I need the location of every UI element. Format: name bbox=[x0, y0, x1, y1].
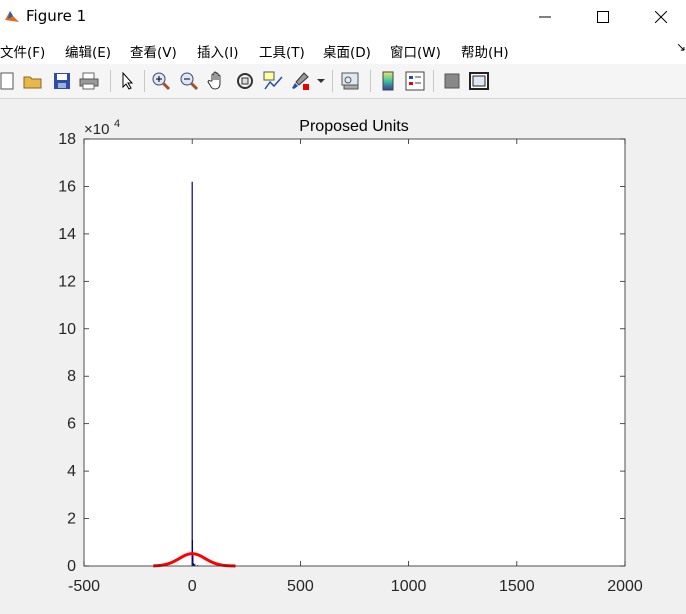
title-bar: Figure 1 bbox=[0, 0, 686, 34]
toolbar-separator bbox=[370, 70, 371, 92]
minimize-button[interactable] bbox=[522, 0, 568, 34]
y-exponent-base: ×10 bbox=[84, 121, 109, 138]
chart-title: Proposed Units bbox=[299, 118, 408, 135]
minimize-icon bbox=[539, 16, 551, 18]
matlab-logo-icon bbox=[5, 11, 19, 22]
close-icon bbox=[655, 11, 667, 23]
x-axis: -500 0 500 1000 1500 2000 bbox=[68, 139, 643, 595]
y-tick-label-0: 0 bbox=[67, 558, 76, 575]
figure-canvas: 0 2 4 6 8 10 12 14 16 18 -500 0 500 1000 1500 2000 ×10… bbox=[0, 99, 686, 614]
new-figure-icon[interactable] bbox=[0, 70, 18, 92]
show-plot-tools-icon[interactable] bbox=[468, 70, 490, 92]
y-tick-label-2: 4 bbox=[67, 463, 76, 480]
x-tick-label-0: -500 bbox=[68, 578, 100, 595]
figure-toolbar bbox=[0, 64, 686, 99]
data-cursor-icon[interactable] bbox=[262, 70, 284, 92]
menu-tools[interactable]: 工具(T) bbox=[259, 45, 305, 61]
y-tick-label-5: 10 bbox=[58, 321, 76, 338]
brush-icon[interactable] bbox=[290, 70, 312, 92]
menu-file[interactable]: 文件(F) bbox=[0, 45, 46, 61]
menu-desktop[interactable]: 桌面(D) bbox=[323, 45, 371, 61]
menu-overflow-icon[interactable]: ↘ bbox=[676, 40, 686, 54]
close-button[interactable] bbox=[638, 0, 684, 34]
toolbar-separator bbox=[110, 70, 111, 92]
window-title: Figure 1 bbox=[26, 7, 87, 25]
y-tick-label-9: 18 bbox=[58, 131, 76, 148]
menu-help[interactable]: 帮助(H) bbox=[461, 45, 509, 61]
menu-window[interactable]: 窗口(W) bbox=[390, 45, 441, 61]
zoom-out-icon[interactable] bbox=[178, 70, 200, 92]
menu-insert[interactable]: 插入(I) bbox=[197, 45, 239, 61]
print-icon[interactable] bbox=[78, 70, 100, 92]
y-tick-label-4: 8 bbox=[67, 368, 76, 385]
axes-frame bbox=[83, 138, 626, 567]
rotate-3d-icon[interactable] bbox=[234, 70, 256, 92]
hide-plot-tools-icon[interactable] bbox=[441, 70, 463, 92]
colorbar-icon[interactable] bbox=[377, 70, 399, 92]
y-exponent-power: 4 bbox=[114, 118, 120, 130]
menu-edit[interactable]: 编辑(E) bbox=[65, 45, 112, 61]
histogram-chart[interactable]: 0 2 4 6 8 10 12 14 16 18 -500 0 500 1000 1500 2000 ×10… bbox=[0, 99, 686, 614]
toolbar-separator bbox=[433, 70, 434, 92]
y-axis: 0 2 4 6 8 10 12 14 16 18 bbox=[58, 131, 625, 575]
y-tick-label-1: 2 bbox=[67, 511, 76, 528]
y-tick-label-6: 12 bbox=[58, 273, 76, 290]
menu-bar: 文件(F) 编辑(E) 查看(V) 插入(I) 工具(T) 桌面(D) 窗口(W… bbox=[0, 34, 686, 64]
link-plot-icon[interactable] bbox=[340, 70, 362, 92]
normal-fit-curve bbox=[153, 552, 236, 568]
save-icon[interactable] bbox=[51, 70, 73, 92]
legend-icon[interactable] bbox=[404, 70, 426, 92]
y-tick-label-8: 16 bbox=[58, 178, 76, 195]
x-tick-label-4: 1500 bbox=[499, 578, 535, 595]
pan-hand-icon[interactable] bbox=[206, 70, 228, 92]
zoom-in-icon[interactable] bbox=[150, 70, 172, 92]
brush-dropdown-icon[interactable] bbox=[315, 70, 327, 92]
axes-background bbox=[84, 139, 625, 566]
toolbar-separator bbox=[332, 70, 333, 92]
maximize-button[interactable] bbox=[580, 0, 626, 34]
toolbar-separator bbox=[144, 70, 145, 92]
x-tick-label-3: 1000 bbox=[391, 578, 427, 595]
menu-view[interactable]: 查看(V) bbox=[130, 45, 177, 61]
x-tick-label-2: 500 bbox=[287, 578, 314, 595]
y-tick-label-3: 6 bbox=[67, 416, 76, 433]
open-folder-icon[interactable] bbox=[22, 70, 44, 92]
x-tick-label-5: 2000 bbox=[607, 578, 643, 595]
maximize-icon bbox=[597, 11, 609, 23]
y-tick-label-7: 14 bbox=[58, 226, 76, 243]
pointer-icon[interactable] bbox=[116, 70, 138, 92]
x-tick-label-1: 0 bbox=[188, 578, 197, 595]
